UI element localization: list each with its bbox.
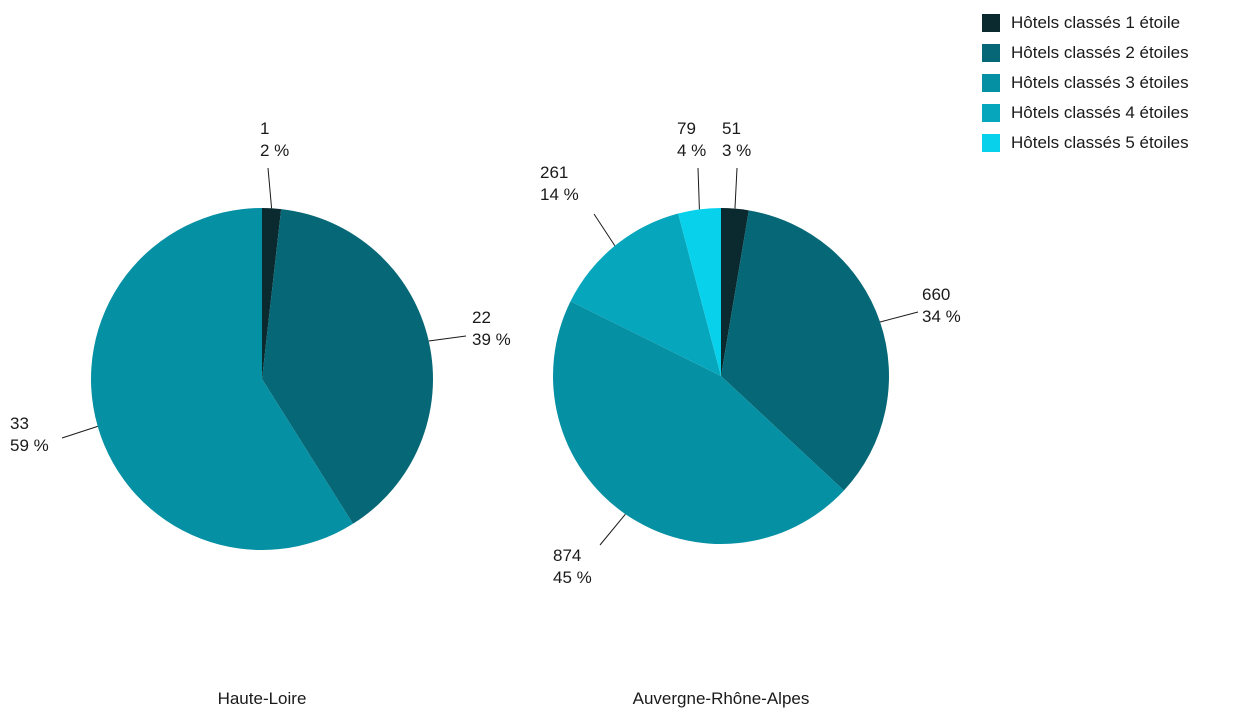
data-label-value: 1: [260, 119, 269, 138]
pie-chart-haute-loire: 1 2 % 22 39 % 33 59 %: [10, 119, 511, 550]
pie-slice: [262, 208, 282, 379]
leader-line: [61, 425, 98, 439]
legend-swatch: [982, 14, 1000, 32]
legend-swatch: [982, 104, 1000, 122]
data-label-percent: 3 %: [722, 141, 751, 160]
leader-line: [697, 167, 700, 210]
pie-slice: [721, 208, 749, 376]
data-label-value: 33: [10, 414, 29, 433]
legend-label: Hôtels classés 4 étoiles: [1011, 103, 1189, 122]
data-label-value: 874: [553, 546, 581, 565]
legend-item: Hôtels classés 5 étoiles: [982, 128, 1189, 158]
pie-caption-haute-loire: Haute-Loire: [218, 689, 307, 708]
pie-slice: [678, 208, 721, 376]
pie-slice: [570, 213, 721, 376]
data-label-percent: 39 %: [472, 330, 511, 349]
leader-line: [428, 335, 467, 342]
pie-slice: [262, 209, 433, 524]
data-label-value: 79: [677, 119, 696, 138]
data-label-value: 22: [472, 308, 491, 327]
pie-caption-auvergne-rhone-alpes: Auvergne-Rhône-Alpes: [633, 689, 810, 708]
legend-label: Hôtels classés 1 étoile: [1011, 13, 1181, 32]
leader-line: [599, 513, 626, 546]
pie-slice: [721, 210, 889, 491]
pie-slice: [91, 208, 353, 550]
data-label-value: 660: [922, 285, 950, 304]
data-label-percent: 2 %: [260, 141, 289, 160]
legend: Hôtels classés 1 étoile Hôtels classés 2…: [982, 8, 1189, 158]
data-label-value: 261: [540, 163, 568, 182]
legend-label: Hôtels classés 5 étoiles: [1011, 133, 1189, 152]
pie-chart-auvergne-rhone-alpes: 51 3 % 660 34 % 874 45 % 261 14 % 79 4 %: [540, 119, 961, 587]
data-label-percent: 4 %: [677, 141, 706, 160]
data-label-percent: 14 %: [540, 185, 579, 204]
leader-line: [734, 167, 738, 209]
legend-label: Hôtels classés 2 étoiles: [1011, 43, 1189, 62]
legend-label: Hôtels classés 3 étoiles: [1011, 73, 1189, 92]
legend-swatch: [982, 134, 1000, 152]
legend-item: Hôtels classés 3 étoiles: [982, 68, 1189, 98]
legend-swatch: [982, 44, 1000, 62]
data-label-percent: 34 %: [922, 307, 961, 326]
legend-item: Hôtels classés 1 étoile: [982, 8, 1189, 38]
legend-item: Hôtels classés 2 étoiles: [982, 38, 1189, 68]
leader-line: [879, 311, 919, 323]
pie-slice: [553, 301, 844, 544]
legend-swatch: [982, 74, 1000, 92]
leader-line: [267, 167, 273, 209]
data-label-percent: 59 %: [10, 436, 49, 455]
data-label-value: 51: [722, 119, 741, 138]
leader-line: [593, 213, 616, 247]
data-label-percent: 45 %: [553, 568, 592, 587]
legend-item: Hôtels classés 4 étoiles: [982, 98, 1189, 128]
